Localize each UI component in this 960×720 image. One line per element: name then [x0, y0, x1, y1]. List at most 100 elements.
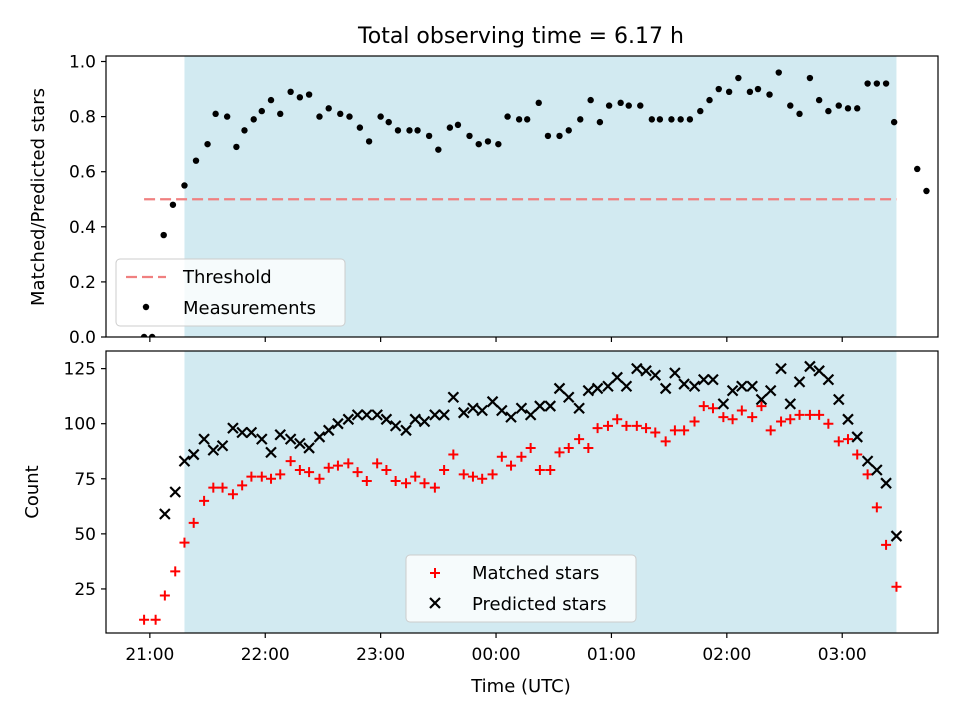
- predicted-star-point: [804, 360, 816, 373]
- matched-star-point: [794, 409, 805, 420]
- matched-star-point: [833, 436, 844, 447]
- measurement-point: [596, 118, 604, 126]
- matched-star-point: [179, 537, 190, 548]
- ratio-legend: Threshold Measurements: [115, 258, 346, 327]
- measurement-point: [223, 113, 231, 120]
- predicted-star-point: [418, 415, 431, 428]
- predicted-star-point: [294, 437, 306, 450]
- matched-star-point: [707, 403, 718, 414]
- matched-star-point: [650, 427, 661, 438]
- matched-star-point: [621, 420, 632, 431]
- measurement-point: [605, 102, 613, 109]
- matched-star-point: [237, 480, 248, 491]
- predicted-star-point: [793, 376, 806, 388]
- measurement-point: [454, 121, 462, 129]
- measurement-point: [766, 91, 773, 98]
- predicted-star-point: [697, 373, 710, 386]
- measurement-point: [587, 96, 594, 104]
- matched-star-point: [275, 469, 286, 480]
- measurement-point: [446, 124, 454, 131]
- measurement-point: [267, 96, 275, 104]
- predicted-star-point: [880, 477, 892, 489]
- predicted-star-point: [640, 365, 652, 377]
- matched-star-point: [477, 473, 488, 484]
- predicted-star-point: [669, 367, 681, 379]
- predicted-star-point: [467, 402, 479, 415]
- matched-star-point: [545, 464, 556, 475]
- predicted-star-point: [746, 380, 758, 393]
- measurement-point: [160, 231, 167, 239]
- measurement-point: [706, 96, 713, 104]
- measurement-point: [775, 69, 782, 76]
- measurement-point: [377, 113, 384, 120]
- predicted-star-point: [169, 486, 182, 498]
- predicted-star-point: [822, 373, 835, 386]
- x-axis-label: Time (UTC): [470, 676, 571, 697]
- x-tick-label: 21:00: [125, 645, 174, 665]
- predicted-star-point: [438, 409, 450, 421]
- predicted-star-point: [265, 446, 277, 459]
- measurement-point: [735, 74, 742, 82]
- predicted-star-point: [236, 426, 248, 439]
- measurement-point: [625, 102, 632, 109]
- matched-star-point: [602, 420, 613, 431]
- measurement-point: [617, 99, 624, 107]
- matched-star-point: [352, 467, 363, 478]
- measurement-point: [414, 127, 421, 134]
- predicted-star-point: [851, 431, 864, 443]
- measurement-point: [192, 157, 200, 164]
- legend-measurement-label: Measurements: [183, 298, 316, 319]
- predicted-star-point: [361, 409, 373, 421]
- predicted-star-point: [389, 420, 402, 432]
- measurement-point: [435, 146, 442, 153]
- predicted-star-point: [496, 404, 508, 417]
- measurement-point: [204, 140, 211, 148]
- predicted-star-point: [688, 380, 701, 393]
- predicted-star-point: [562, 391, 575, 404]
- measurement-point: [277, 110, 284, 118]
- legend-measurement-swatch: [142, 303, 150, 311]
- measurement-point: [677, 116, 684, 123]
- predicted-star-point: [631, 362, 643, 375]
- x-tick-label: 23:00: [356, 645, 405, 665]
- measurement-point: [258, 107, 265, 115]
- matched-star-point: [592, 423, 603, 434]
- measurement-point: [475, 140, 482, 148]
- y-tick-label: 0.6: [69, 163, 96, 183]
- predicted-star-point: [602, 380, 614, 393]
- predicted-star-point: [832, 393, 845, 406]
- measurement-point: [844, 105, 852, 112]
- predicted-star-point: [764, 384, 777, 397]
- matched-star-point: [814, 409, 825, 420]
- matched-star-point: [410, 471, 421, 482]
- measurement-point: [325, 105, 332, 112]
- measurement-point: [697, 107, 704, 115]
- predicted-star-point: [755, 393, 768, 406]
- matched-star-point: [765, 425, 776, 436]
- measurement-point: [882, 80, 890, 87]
- matched-star-point: [139, 614, 150, 625]
- measurement-point: [873, 80, 881, 87]
- predicted-star-point: [371, 409, 383, 421]
- measurement-point: [484, 138, 492, 145]
- matched-star-point: [871, 502, 882, 513]
- predicted-star-point: [351, 409, 364, 421]
- matched-star-point: [294, 464, 305, 475]
- measurement-point: [637, 102, 644, 109]
- matched-star-point: [227, 489, 238, 500]
- matched-star-point: [361, 475, 372, 486]
- x-tick-label: 22:00: [241, 645, 290, 665]
- legend-predicted-swatch: [429, 597, 441, 609]
- measurement-point: [787, 102, 794, 109]
- measurement-point: [495, 140, 502, 148]
- y-tick-label: 1.0: [69, 53, 96, 73]
- measurement-point: [287, 88, 294, 96]
- measurement-point: [715, 85, 722, 93]
- measurement-point: [725, 88, 733, 96]
- ratio-ylabel: Matched/Predicted stars: [28, 88, 49, 306]
- predicted-star-point: [409, 413, 422, 426]
- matched-star-point: [776, 416, 787, 427]
- y-tick-label: 25: [74, 580, 96, 600]
- predicted-star-point: [245, 426, 258, 439]
